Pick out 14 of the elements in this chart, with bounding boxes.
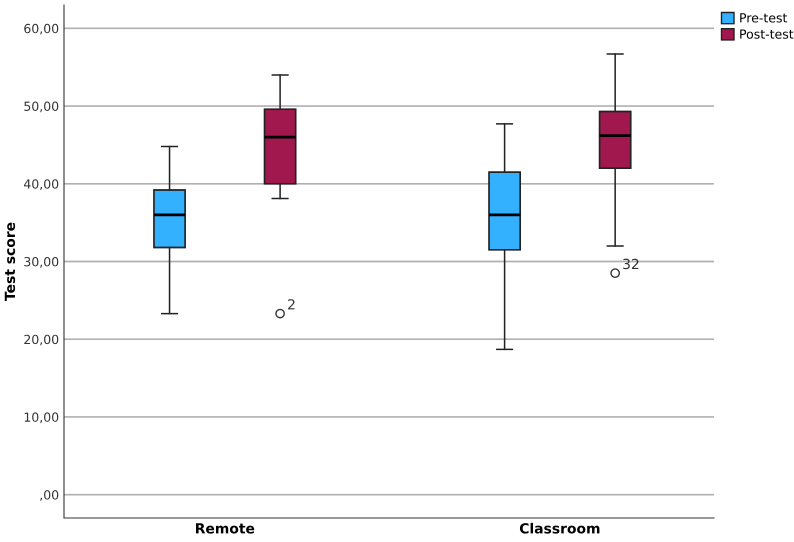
y-tick-label: ,00: [40, 490, 58, 501]
annotation: 32: [623, 258, 638, 270]
y-tick-label: 30,00: [24, 256, 58, 268]
annotation: 2: [288, 299, 294, 310]
legend-label: Pre-test: [740, 13, 788, 23]
y-tick-label: 10,00: [24, 412, 58, 424]
y-tick-label: 20,00: [24, 334, 58, 346]
y-tick-label: 40,00: [24, 179, 58, 190]
legend-label: Post-test: [740, 29, 794, 39]
x-tick-label: Classroom: [520, 522, 600, 534]
x-tick-label: Remote: [196, 523, 254, 534]
y-axis-title: Test score: [4, 222, 16, 301]
y-tick-label: 50,00: [24, 102, 58, 112]
y-tick-label: 60,00: [24, 24, 58, 35]
